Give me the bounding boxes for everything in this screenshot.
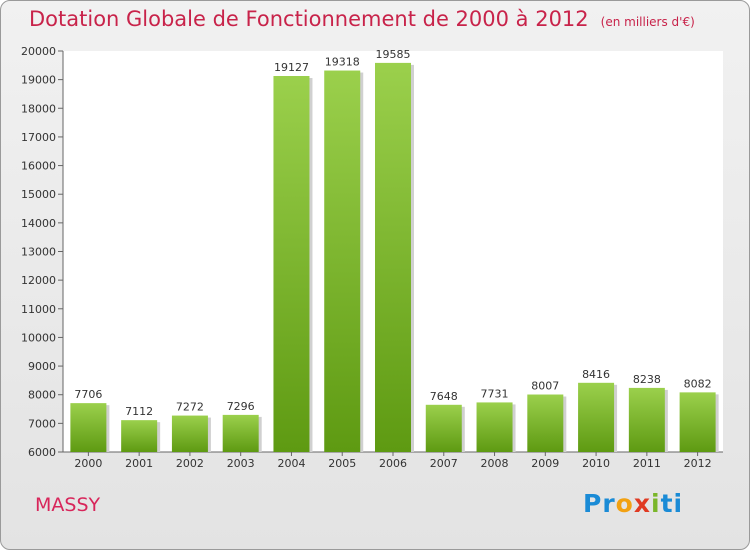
proxiti-logo: Proxiti xyxy=(583,489,684,518)
y-tick-label: 20000 xyxy=(21,45,56,58)
x-tick-label: 2009 xyxy=(531,457,559,470)
x-tick-label: 2010 xyxy=(582,457,610,470)
x-tick-label: 2006 xyxy=(379,457,407,470)
y-tick-label: 10000 xyxy=(21,331,56,344)
bar xyxy=(527,394,564,452)
bar xyxy=(425,404,462,452)
chart-subtitle: (en milliers d'€) xyxy=(600,15,695,29)
x-tick-label: 2011 xyxy=(633,457,661,470)
y-tick-label: 11000 xyxy=(21,303,56,316)
bar-value-label: 8082 xyxy=(684,377,712,390)
city-name: MASSY xyxy=(35,494,101,516)
bar xyxy=(273,76,310,452)
bar-value-label: 8416 xyxy=(582,368,610,381)
bar xyxy=(679,392,716,452)
y-tick-label: 15000 xyxy=(21,188,56,201)
y-tick-label: 19000 xyxy=(21,74,56,87)
x-tick-label: 2003 xyxy=(227,457,255,470)
bar-value-label: 19318 xyxy=(325,56,360,69)
x-tick-label: 2012 xyxy=(684,457,712,470)
x-tick-label: 2008 xyxy=(481,457,509,470)
y-tick-label: 16000 xyxy=(21,160,56,173)
bar-value-label: 8238 xyxy=(633,373,661,386)
bar xyxy=(375,62,411,453)
x-tick-label: 2007 xyxy=(430,457,458,470)
bar-value-label: 19585 xyxy=(376,48,411,61)
y-tick-label: 7000 xyxy=(28,417,56,430)
bar xyxy=(171,415,208,452)
bar-value-label: 7731 xyxy=(481,387,509,400)
x-tick-label: 2004 xyxy=(277,457,305,470)
chart-title: Dotation Globale de Fonctionnement de 20… xyxy=(29,7,695,31)
y-tick-label: 6000 xyxy=(28,446,56,459)
bar xyxy=(324,70,361,453)
bar-value-label: 7706 xyxy=(74,388,102,401)
y-tick-label: 13000 xyxy=(21,246,56,259)
x-tick-label: 2001 xyxy=(125,457,153,470)
bar xyxy=(222,414,259,452)
bar xyxy=(121,420,158,452)
y-tick-label: 12000 xyxy=(21,274,56,287)
x-tick-label: 2002 xyxy=(176,457,204,470)
chart-title-text: Dotation Globale de Fonctionnement de 20… xyxy=(29,7,589,31)
bar-value-label: 7648 xyxy=(430,390,458,403)
x-tick-label: 2005 xyxy=(328,457,356,470)
bar-value-label: 19127 xyxy=(274,61,309,74)
bar xyxy=(628,387,665,452)
bar xyxy=(578,382,615,452)
y-tick-label: 8000 xyxy=(28,389,56,402)
bar-value-label: 7296 xyxy=(227,400,255,413)
y-tick-label: 14000 xyxy=(21,217,56,230)
bar-value-label: 8007 xyxy=(531,380,559,393)
y-tick-label: 9000 xyxy=(28,360,56,373)
bar-value-label: 7112 xyxy=(125,405,153,418)
bar xyxy=(476,402,513,452)
bar-value-label: 7272 xyxy=(176,401,204,414)
y-tick-label: 18000 xyxy=(21,102,56,115)
y-tick-label: 17000 xyxy=(21,131,56,144)
bar xyxy=(70,403,107,452)
x-tick-label: 2000 xyxy=(74,457,102,470)
